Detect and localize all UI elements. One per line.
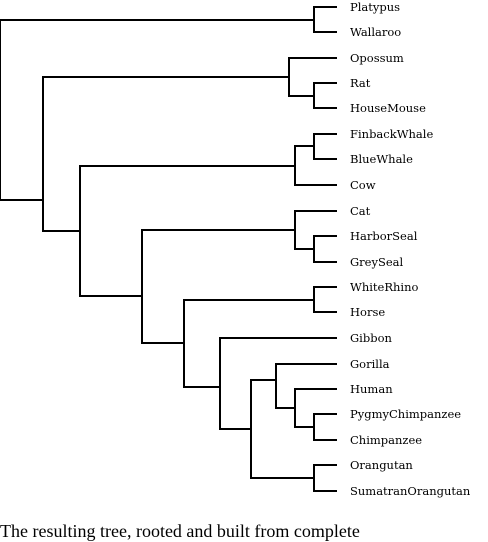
leaf-label: Cow [350,178,376,192]
leaf-label: Platypus [350,0,400,14]
leaf-label: Wallaroo [350,25,401,39]
leaf-label: Opossum [350,51,404,65]
phylogenetic-tree: Platypus Wallaroo Opossum Rat HouseMouse Finb… [0,0,471,498]
leaf-label: Cat [350,204,371,218]
leaf-label: Horse [350,305,385,319]
leaf-label: BlueWhale [350,152,413,166]
leaf-label: FinbackWhale [350,127,433,141]
figure-caption: The resulting tree, rooted and built fro… [0,521,360,541]
leaf-label: SumatranOrangutan [350,484,471,498]
leaf-label: HouseMouse [350,101,426,115]
leaf-label: Orangutan [350,458,413,472]
leaf-label: Gibbon [350,331,393,345]
tree-branches [0,6,337,492]
leaf-label: HarborSeal [350,229,418,243]
leaf-label: PygmyChimpanzee [350,407,461,421]
leaf-label: GreySeal [350,255,404,269]
leaf-labels: Platypus Wallaroo Opossum Rat HouseMouse Finb… [350,0,471,498]
leaf-label: WhiteRhino [350,280,418,294]
leaf-label: Rat [350,76,371,90]
leaf-label: Human [350,382,393,396]
leaf-label: Chimpanzee [350,433,422,447]
leaf-label: Gorilla [350,357,390,371]
